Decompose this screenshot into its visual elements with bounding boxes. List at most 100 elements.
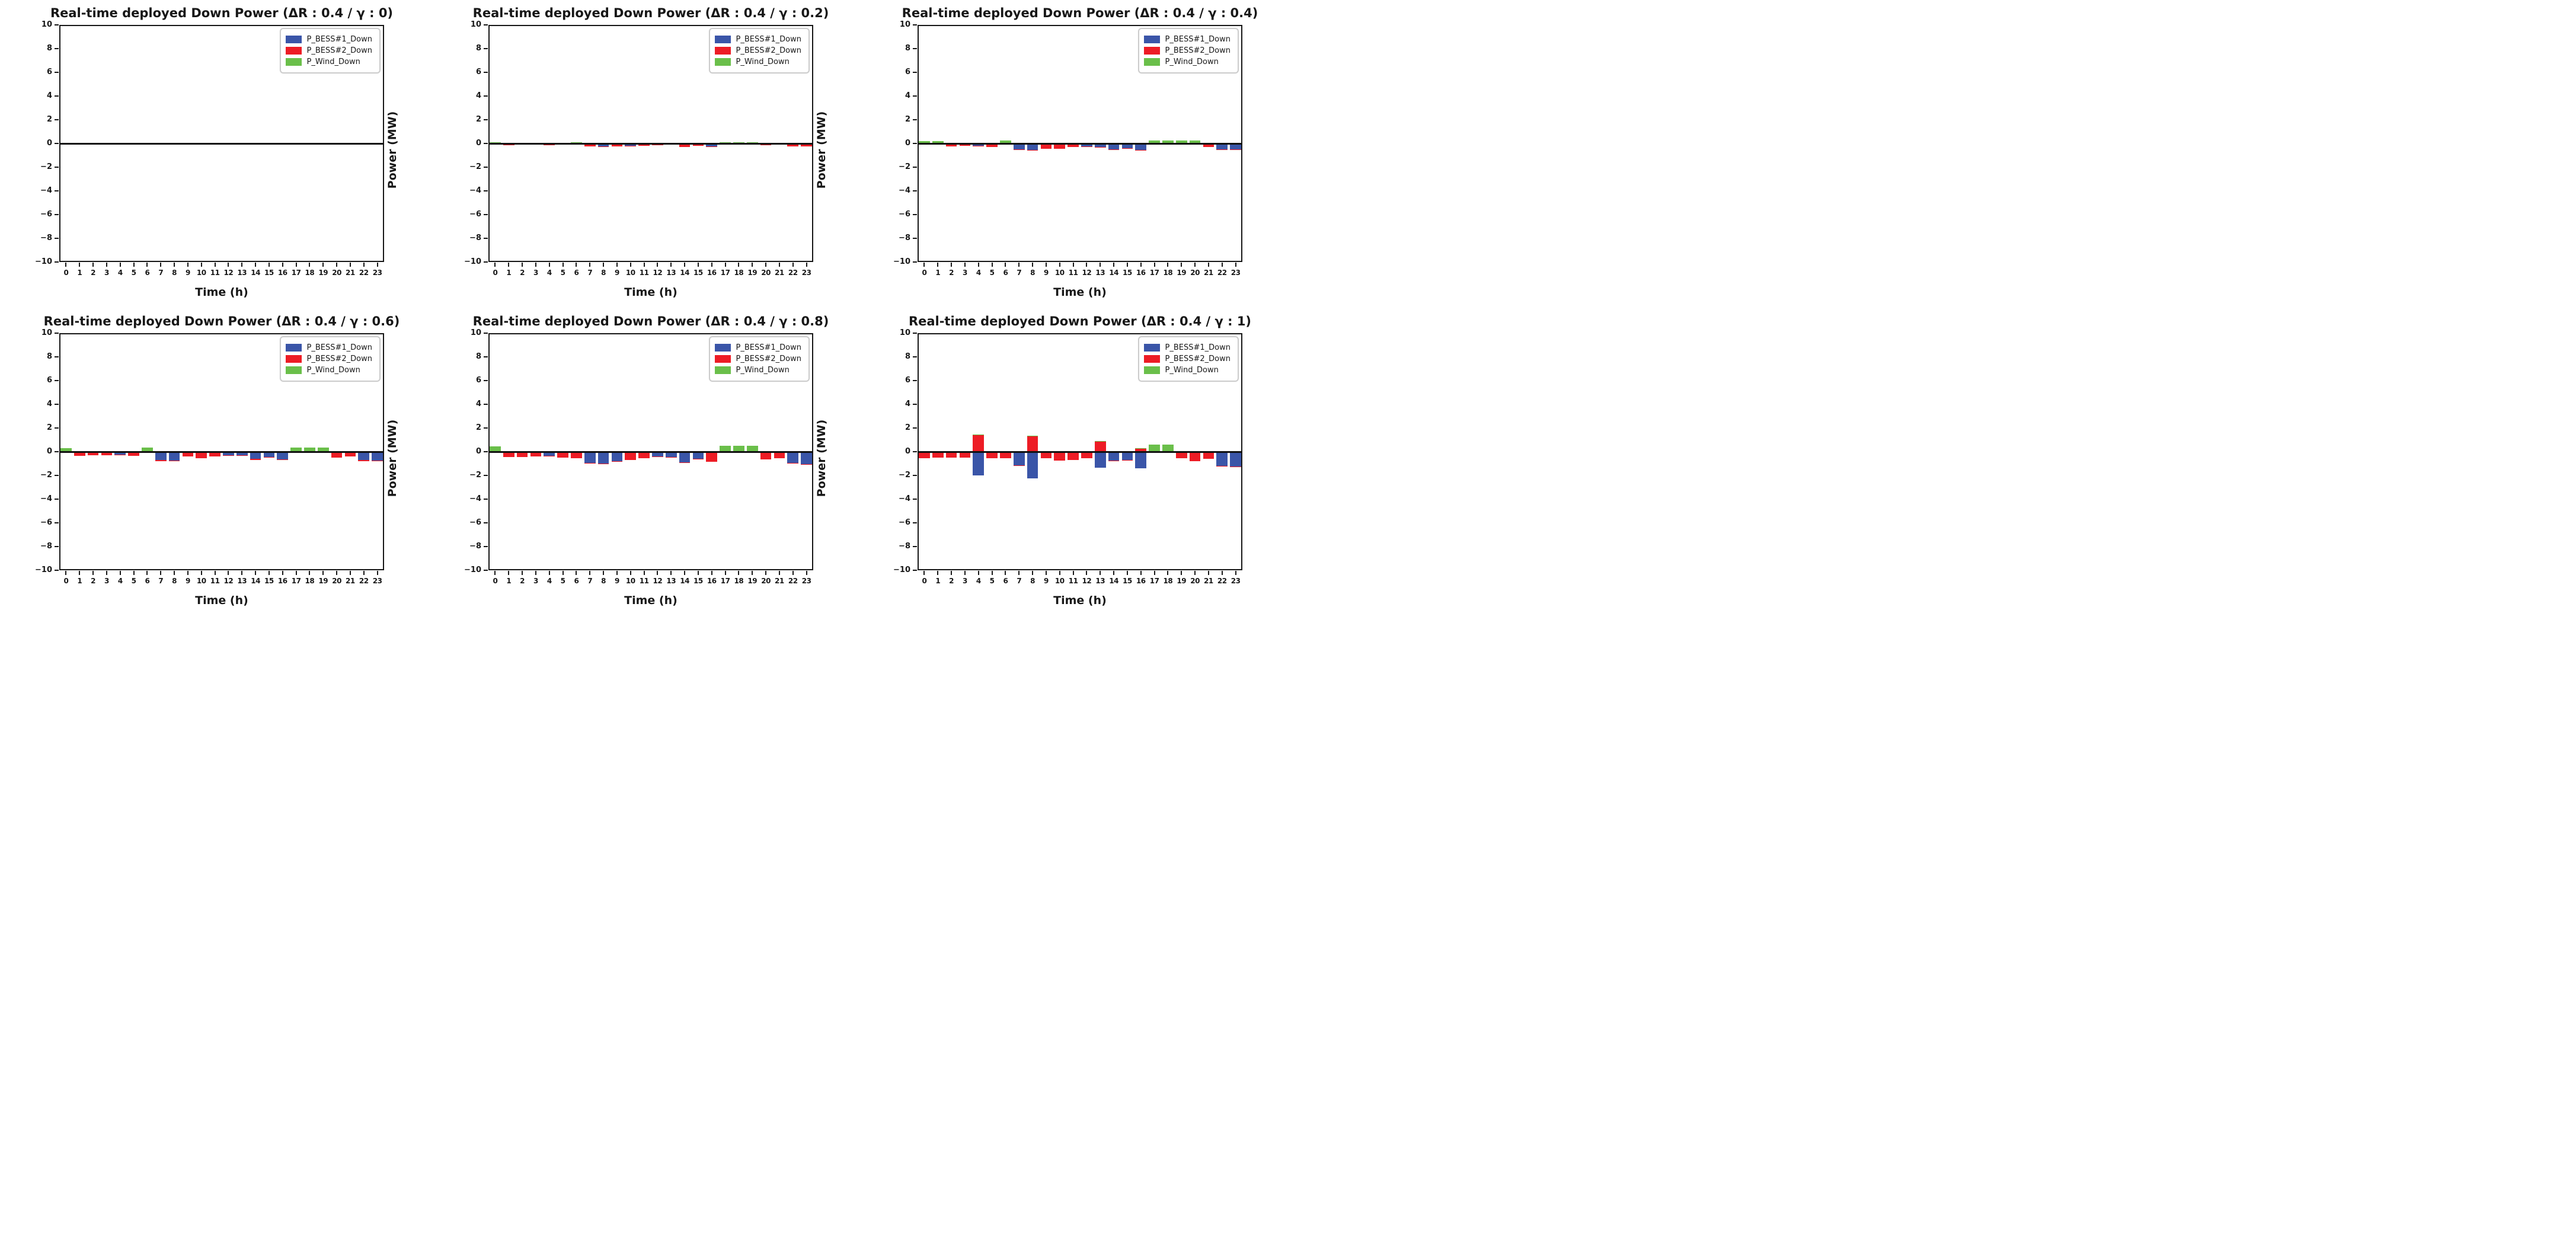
- y-tick-mark: [55, 522, 59, 523]
- x-tick-mark: [1140, 263, 1142, 267]
- x-tick-label: 22: [359, 577, 369, 585]
- x-tick-label: 19: [1177, 269, 1187, 277]
- x-tick-mark: [1045, 571, 1047, 575]
- bar-segment-P_BESS#2_Down: [1203, 143, 1215, 147]
- x-tick-mark: [765, 263, 767, 267]
- legend-swatch-P_BESS#1_Down: [714, 36, 731, 43]
- x-tick-label: 16: [277, 577, 287, 585]
- x-tick-mark: [1167, 571, 1169, 575]
- x-tick-mark: [92, 263, 94, 267]
- y-tick-label: 10: [470, 328, 481, 337]
- y-tick-label: 2: [905, 115, 910, 124]
- x-tick-mark: [160, 263, 162, 267]
- x-tick-mark: [241, 571, 243, 575]
- y-tick-mark: [55, 451, 59, 452]
- bar-segment-P_BESS#2_Down: [1189, 452, 1201, 461]
- bar-segment-P_BESS#2_Down: [73, 452, 85, 456]
- y-tick-mark: [55, 238, 59, 239]
- x-tick-mark: [282, 571, 283, 575]
- y-tick-label: −10: [893, 566, 910, 574]
- y-tick-mark: [55, 404, 59, 405]
- x-tick-mark: [711, 571, 712, 575]
- bar-segment-P_BESS#2_Down: [128, 452, 139, 456]
- x-tick-label: 17: [720, 577, 730, 585]
- x-tick-label: 0: [493, 577, 498, 585]
- bar-segment-P_Wind_Down: [932, 141, 944, 143]
- x-tick-label: 15: [693, 577, 703, 585]
- x-tick-mark: [991, 263, 993, 267]
- x-tick-label: 6: [1003, 577, 1008, 585]
- y-tick-label: −6: [899, 518, 910, 527]
- y-tick-mark: [913, 190, 917, 191]
- bar-segment-P_BESS#2_Down: [1216, 466, 1228, 467]
- x-tick-label: 0: [63, 577, 69, 585]
- legend-swatch-P_BESS#1_Down: [285, 36, 302, 43]
- x-tick-mark: [1100, 263, 1101, 267]
- x-tick-label: 17: [1149, 269, 1159, 277]
- x-tick-label: 13: [666, 577, 676, 585]
- x-tick-label: 4: [546, 269, 552, 277]
- x-tick-mark: [576, 571, 577, 575]
- y-tick-mark: [484, 499, 488, 500]
- y-tick-mark: [913, 546, 917, 547]
- bar-segment-P_BESS#2_Down: [1054, 143, 1066, 149]
- legend-item: P_BESS#2_Down: [714, 46, 801, 55]
- x-tick-label: 5: [131, 577, 136, 585]
- bar-segment-P_Wind_Down: [919, 141, 930, 143]
- x-tick-mark: [133, 263, 135, 267]
- x-tick-mark: [187, 263, 188, 267]
- x-tick-mark: [376, 571, 378, 575]
- x-tick-mark: [603, 571, 605, 575]
- y-tick-mark: [913, 356, 917, 357]
- bar-segment-P_BESS#2_Down: [1040, 452, 1052, 458]
- y-tick-mark: [484, 451, 488, 452]
- y-tick-label: 4: [475, 91, 481, 100]
- x-tick-label: 18: [734, 269, 744, 277]
- x-tick-label: 15: [1123, 577, 1132, 585]
- x-tick-label: 17: [291, 577, 301, 585]
- x-tick-label: 10: [1054, 269, 1065, 277]
- x-tick-label: 8: [601, 577, 606, 585]
- x-tick-mark: [174, 263, 175, 267]
- x-axis-label: Time (h): [624, 286, 677, 299]
- y-tick-mark: [484, 356, 488, 357]
- x-tick-label: 4: [976, 577, 981, 585]
- legend-swatch-P_BESS#2_Down: [285, 47, 302, 55]
- bar-segment-P_Wind_Down: [290, 448, 302, 452]
- bar-segment-P_BESS#2_Down: [1094, 146, 1106, 148]
- y-tick-mark: [913, 48, 917, 49]
- bar-segment-P_BESS#1_Down: [597, 143, 609, 147]
- x-tick-label: 7: [158, 577, 164, 585]
- y-tick-mark: [913, 451, 917, 452]
- y-tick-label: −4: [40, 186, 52, 195]
- x-tick-label: 13: [666, 269, 676, 277]
- bar-segment-P_BESS#2_Down: [959, 143, 971, 146]
- x-tick-label: 3: [104, 269, 109, 277]
- x-tick-mark: [738, 263, 740, 267]
- y-tick-mark: [913, 72, 917, 73]
- x-tick-mark: [991, 571, 993, 575]
- x-tick-label: 8: [172, 269, 177, 277]
- x-tick-mark: [349, 263, 351, 267]
- y-tick-mark: [484, 404, 488, 405]
- x-tick-mark: [657, 263, 659, 267]
- x-tick-label: 9: [1043, 577, 1049, 585]
- bar-segment-P_BESS#2_Down: [263, 456, 275, 458]
- bar-segment-P_BESS#1_Down: [787, 452, 799, 463]
- x-tick-mark: [508, 263, 510, 267]
- x-tick-label: 4: [976, 269, 981, 277]
- x-tick-mark: [200, 571, 202, 575]
- x-tick-mark: [670, 263, 672, 267]
- x-tick-label: 16: [1136, 269, 1146, 277]
- legend-swatch-P_BESS#2_Down: [714, 355, 731, 363]
- bar-segment-P_BESS#1_Down: [358, 452, 370, 461]
- x-tick-mark: [684, 263, 686, 267]
- x-tick-mark: [1207, 571, 1209, 575]
- bar-segment-P_BESS#1_Down: [1094, 143, 1106, 147]
- y-tick-mark: [913, 522, 917, 523]
- y-tick-label: 2: [475, 115, 481, 124]
- x-tick-label: 20: [1190, 577, 1200, 585]
- y-tick-mark: [55, 570, 59, 571]
- bar-segment-P_BESS#1_Down: [1216, 452, 1228, 466]
- bar-segment-P_BESS#1_Down: [155, 452, 167, 461]
